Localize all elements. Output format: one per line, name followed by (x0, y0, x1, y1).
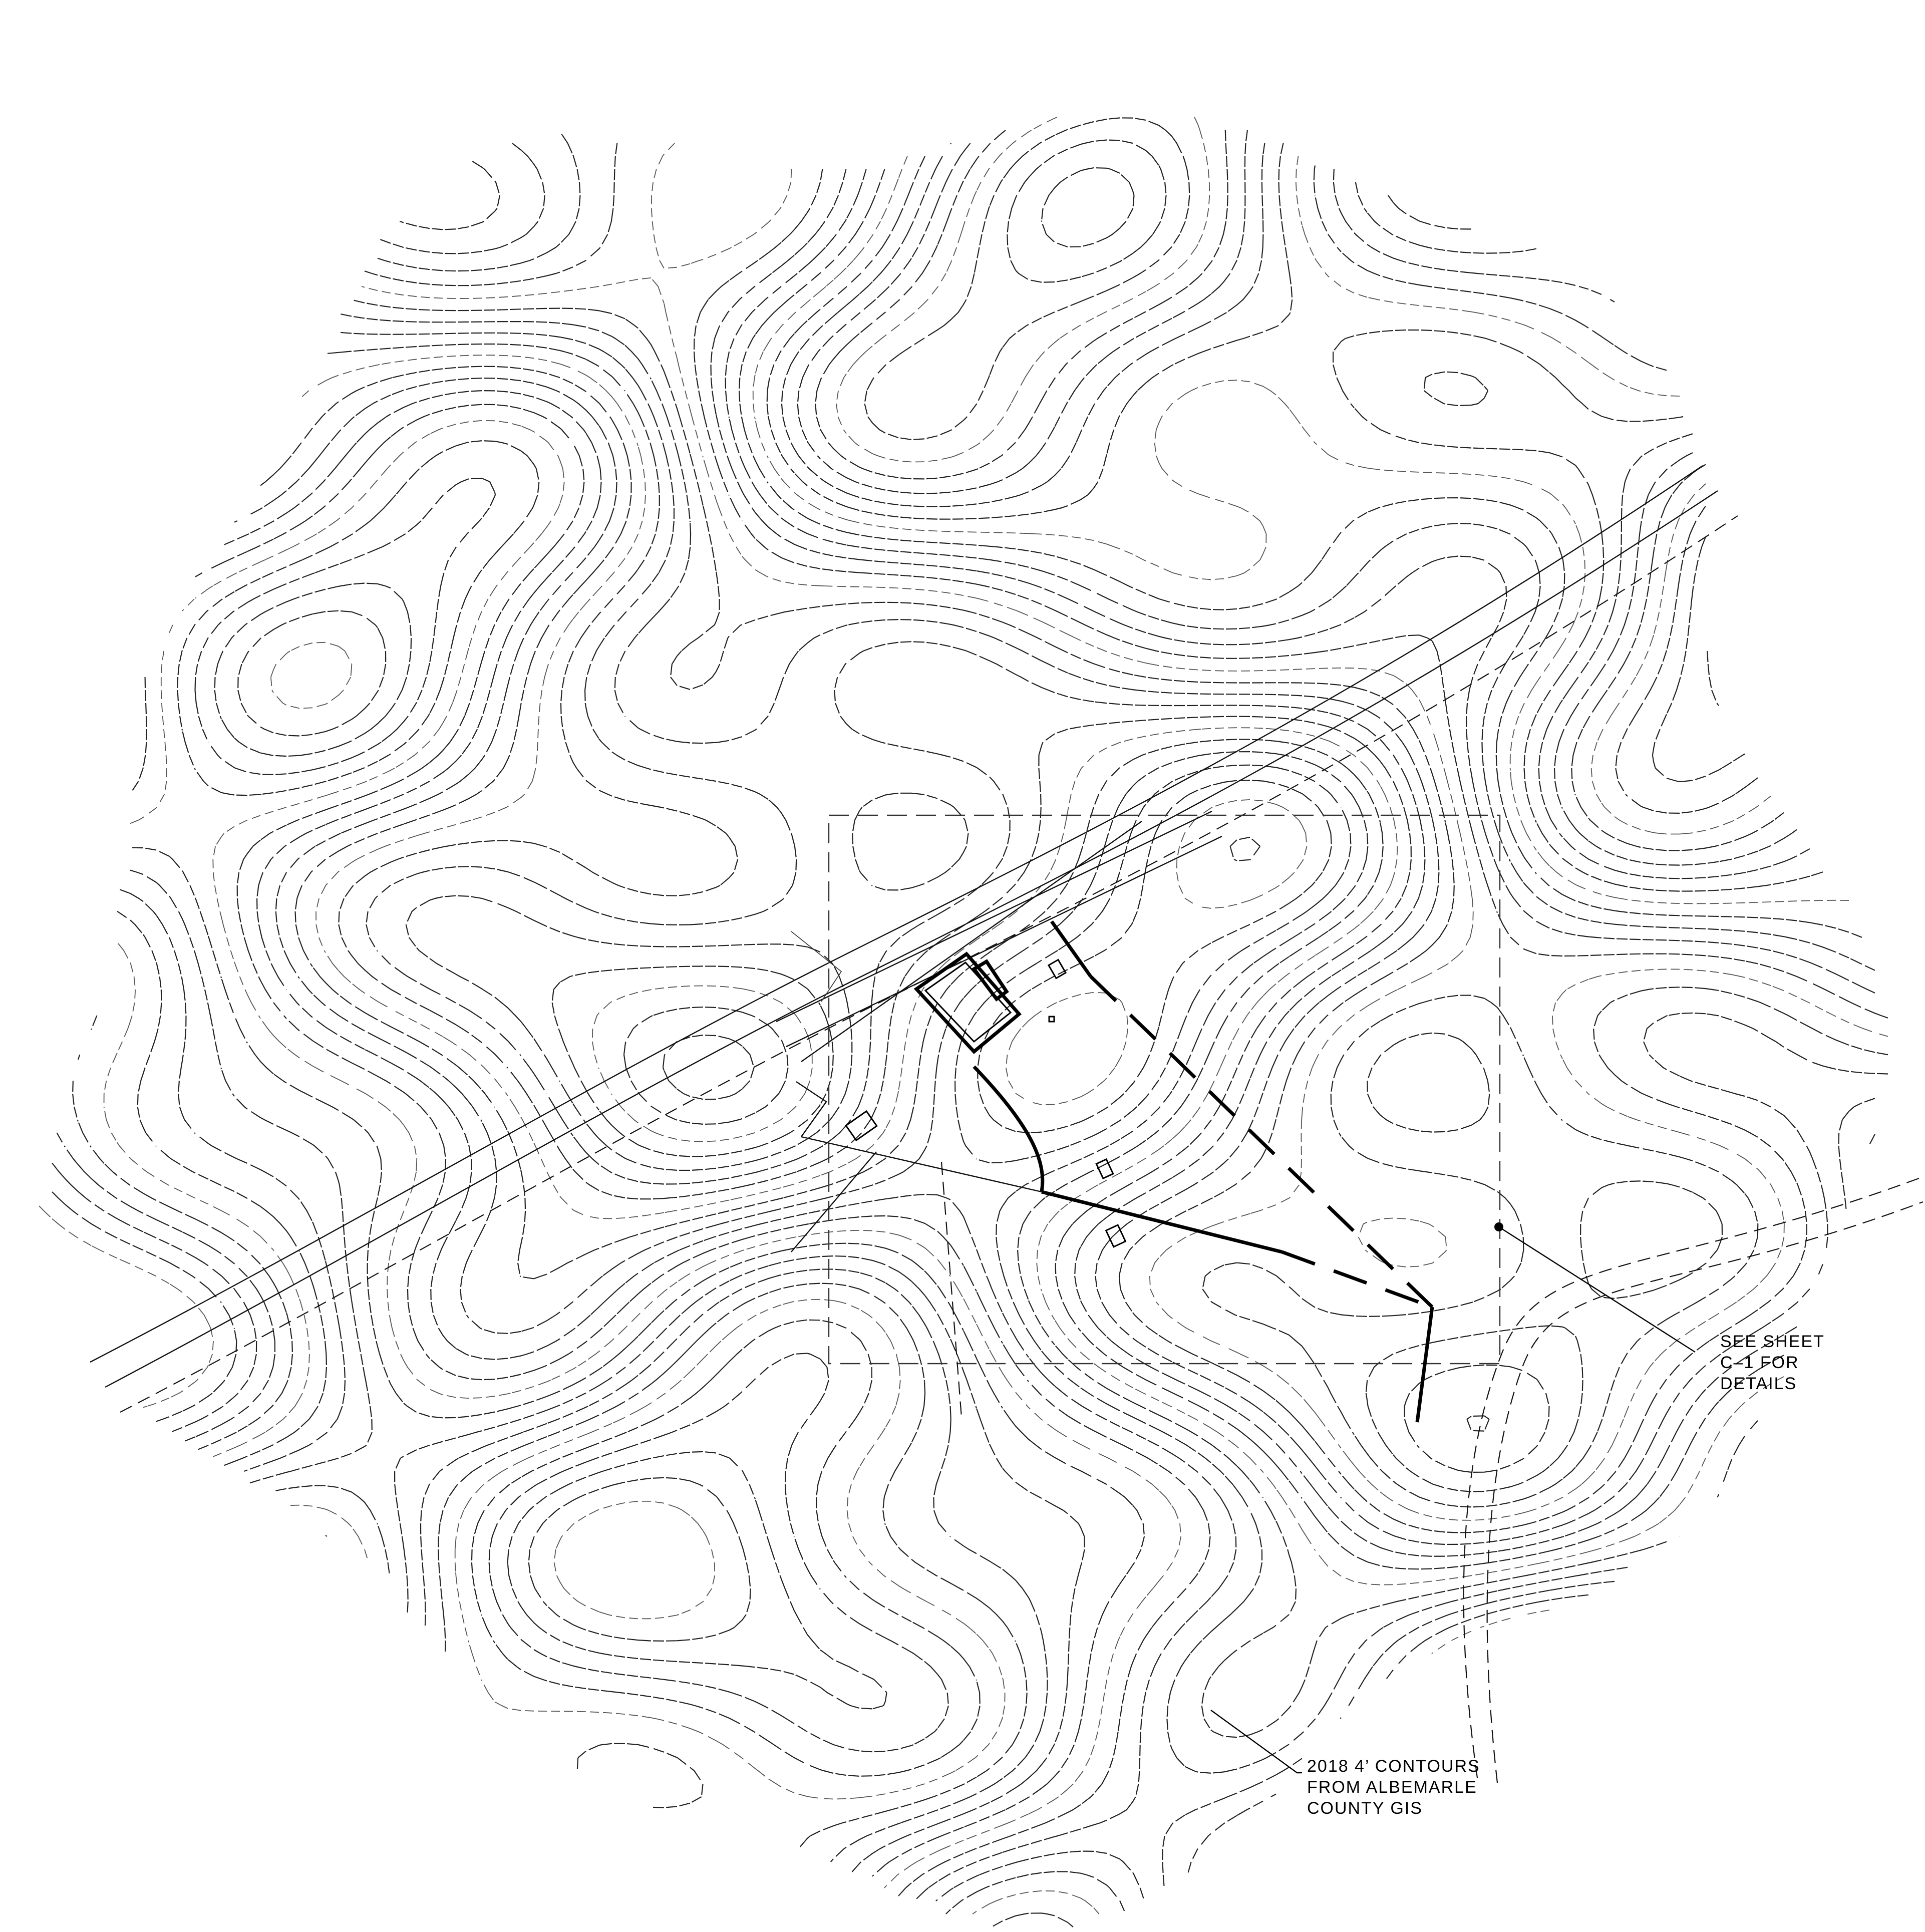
detail-reference-callout: SEE SHEET C–1 FOR DETAILS (1494, 1222, 1825, 1393)
building-inner-outline (924, 961, 1012, 1043)
shed-2 (845, 1110, 878, 1142)
detail-area-box (828, 814, 1501, 1365)
contour-source-line3: COUNTY GIS (1307, 1799, 1423, 1818)
contour-index-line-set (39, 117, 1888, 1914)
contour-lines (39, 117, 1888, 1927)
shed-1 (1047, 958, 1067, 980)
main-building (913, 951, 1022, 1054)
shed-4 (1105, 1224, 1127, 1248)
detail-reference-line3: DETAILS (1720, 1374, 1797, 1393)
contour-source-callout: 2018 4’ CONTOURS FROM ALBEMARLE COUNTY G… (1210, 1710, 1480, 1818)
property-boundary (791, 920, 1434, 1423)
contour-source-line1: 2018 4’ CONTOURS (1307, 1757, 1480, 1776)
road-corridor (90, 465, 1738, 1413)
detail-reference-line2: C–1 FOR (1720, 1353, 1799, 1372)
shed-3 (1095, 1158, 1114, 1180)
contour-source-line2: FROM ALBEMARLE (1307, 1778, 1477, 1797)
contour-line-set (52, 117, 1888, 1927)
tiny-marker (1048, 1016, 1055, 1023)
structures (845, 951, 1127, 1248)
detail-reference-line1: SEE SHEET (1720, 1332, 1825, 1351)
east-road (1463, 1176, 1923, 1783)
building-porch (971, 959, 1009, 1002)
